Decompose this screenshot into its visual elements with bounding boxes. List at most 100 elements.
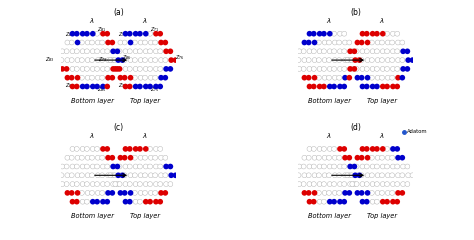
Circle shape [128,75,133,81]
Circle shape [157,31,163,36]
Circle shape [55,173,60,178]
Circle shape [380,164,385,169]
Circle shape [106,173,110,178]
Circle shape [74,49,79,54]
Circle shape [167,66,173,72]
Text: $Z_{T1}$: $Z_{T1}$ [150,25,159,34]
Text: $Z_{B4}$: $Z_{B4}$ [64,81,74,90]
Text: (d): (d) [350,123,361,132]
Circle shape [317,31,322,36]
Circle shape [74,31,80,36]
Circle shape [391,182,395,186]
Circle shape [143,66,148,71]
Circle shape [137,164,142,169]
Circle shape [400,173,405,178]
Circle shape [321,164,327,169]
Circle shape [79,190,84,195]
Circle shape [292,58,297,63]
Circle shape [317,182,322,186]
Circle shape [159,173,164,178]
Circle shape [95,31,100,36]
Circle shape [327,190,331,195]
Circle shape [349,173,354,178]
Circle shape [374,199,379,204]
Circle shape [95,58,100,63]
Circle shape [394,199,400,204]
Circle shape [375,173,380,178]
Circle shape [343,58,347,63]
Circle shape [128,40,133,45]
Circle shape [337,146,343,152]
Circle shape [365,182,369,186]
Circle shape [163,173,168,178]
Circle shape [384,146,390,151]
Circle shape [112,173,117,178]
Circle shape [100,49,105,54]
Circle shape [312,40,318,45]
Circle shape [296,58,301,63]
Circle shape [311,84,317,89]
Circle shape [301,49,306,54]
Circle shape [105,75,111,81]
Circle shape [395,75,401,81]
Circle shape [147,84,153,89]
Text: Top layer: Top layer [367,213,397,219]
Circle shape [80,182,85,186]
Circle shape [395,31,400,36]
Circle shape [84,49,90,54]
Circle shape [105,66,109,71]
Circle shape [119,57,125,63]
Circle shape [158,40,164,45]
Circle shape [332,164,337,169]
Circle shape [100,75,105,80]
Circle shape [80,31,85,36]
Circle shape [70,84,75,89]
Circle shape [84,146,90,151]
Text: (a): (a) [113,8,124,17]
Circle shape [359,173,364,178]
Circle shape [153,40,158,45]
Circle shape [352,66,357,72]
Circle shape [100,40,105,45]
Circle shape [322,173,327,178]
Circle shape [327,199,333,204]
Circle shape [118,40,123,45]
Circle shape [143,164,148,169]
Circle shape [317,49,322,54]
Circle shape [117,182,122,186]
Circle shape [148,190,153,195]
Circle shape [69,190,74,196]
Circle shape [405,57,411,63]
Circle shape [74,164,79,169]
Circle shape [133,182,138,186]
Circle shape [65,155,70,160]
Circle shape [69,75,74,81]
Circle shape [307,31,312,36]
Circle shape [108,173,113,178]
Circle shape [110,164,116,169]
Circle shape [122,40,127,45]
Circle shape [80,66,85,71]
Circle shape [148,40,153,45]
Circle shape [173,57,178,63]
Circle shape [332,173,337,178]
Circle shape [91,66,95,71]
Circle shape [374,164,379,169]
Circle shape [302,155,307,160]
Circle shape [65,40,70,45]
Circle shape [380,75,384,80]
Circle shape [80,84,85,89]
Circle shape [132,40,137,45]
Circle shape [143,40,147,45]
Text: $\lambda$: $\lambda$ [142,132,148,140]
Circle shape [154,164,158,169]
Circle shape [352,173,358,178]
Circle shape [59,173,64,178]
Circle shape [385,75,390,80]
Circle shape [110,48,116,54]
Circle shape [122,155,128,161]
Circle shape [400,40,405,45]
Circle shape [70,164,75,169]
Circle shape [70,66,75,71]
Circle shape [91,164,95,169]
